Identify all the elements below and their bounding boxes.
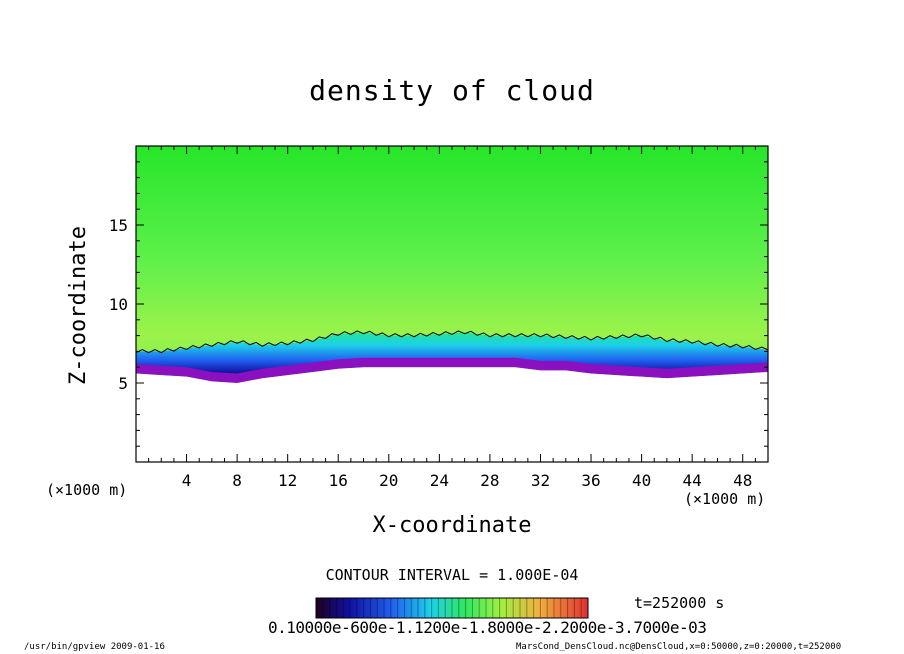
y-tick-label: 5 <box>118 374 128 393</box>
x-unit-label-left: (×1000 m) <box>46 481 128 499</box>
x-tick-label: 44 <box>683 471 702 490</box>
x-tick-label: 36 <box>581 471 600 490</box>
contour-line <box>136 330 768 354</box>
colorbar <box>315 597 589 619</box>
footer-right: MarsCond_DensCloud.nc@DensCloud,x=0:5000… <box>516 642 842 652</box>
x-axis: 4 8 12 16 20 24 28 32 36 40 44 48 <box>148 146 756 490</box>
x-tick-label: 8 <box>232 471 242 490</box>
chart-title: density of cloud <box>309 74 595 107</box>
x-axis-label: X-coordinate <box>372 513 532 538</box>
y-axis: 5 10 15 <box>109 161 768 447</box>
y-axis-label: Z-coordinate <box>66 226 91 385</box>
x-tick-label: 16 <box>329 471 348 490</box>
x-tick-label: 20 <box>379 471 398 490</box>
colorbar-ticks <box>322 598 582 618</box>
x-tick-label: 32 <box>531 471 550 490</box>
x-tick-label: 12 <box>278 471 297 490</box>
x-tick-label: 40 <box>632 471 651 490</box>
contour-interval-label: CONTOUR INTERVAL = 1.000E-04 <box>325 566 579 584</box>
x-tick-label: 28 <box>480 471 499 490</box>
y-tick-label: 10 <box>109 295 128 314</box>
below-cloud-region <box>136 367 768 462</box>
cloud-base-layer <box>136 357 768 383</box>
time-label: t=252000 s <box>634 594 725 612</box>
x-tick-label: 48 <box>733 471 752 490</box>
x-tick-label: 4 <box>182 471 192 490</box>
colorbar-labels: 0.10000e-600e-1.1200e-1.8000e-2.2000e-3.… <box>268 618 707 637</box>
x-tick-label: 24 <box>430 471 449 490</box>
footer-left: /usr/bin/gpview 2009-01-16 <box>24 642 165 652</box>
y-tick-label: 15 <box>109 216 128 235</box>
x-unit-label-right: (×1000 m) <box>684 490 766 508</box>
